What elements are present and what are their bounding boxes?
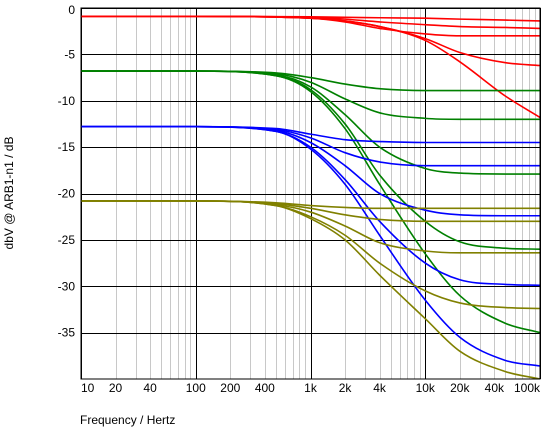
x-axis-label: Frequency / Hertz <box>80 413 175 427</box>
y-tick-label: -10 <box>58 94 76 108</box>
y-tick-label: -30 <box>58 279 76 293</box>
x-tick-label: 40k <box>485 381 505 395</box>
y-tick-label: -5 <box>64 47 75 61</box>
series-layer <box>81 15 540 379</box>
x-tick-label: 20k <box>450 381 470 395</box>
minor-grid <box>116 8 536 379</box>
x-tick-label: 100k <box>514 381 541 395</box>
series-line-green-5 <box>81 70 540 334</box>
x-tick-label: 400 <box>255 381 275 395</box>
x-tick-label: 40 <box>143 381 157 395</box>
series-line-blue-5 <box>81 125 540 367</box>
y-tick-labels: 0 -5 -10 -15 -20 -25 -30 -35 <box>58 3 76 340</box>
series-line-olive-5 <box>81 200 540 379</box>
plot-frame <box>80 7 541 380</box>
y-tick-label: 0 <box>68 3 75 17</box>
x-tick-label: 10k <box>416 381 436 395</box>
x-tick-label: 20 <box>109 381 123 395</box>
x-tick-label: 100 <box>186 381 206 395</box>
series-line-red-5 <box>81 15 540 119</box>
x-tick-labels: 10 20 40 100 200 400 1k 2k 4k 10k 20k 40k 100k <box>81 381 541 395</box>
x-tick-label: 10 <box>81 381 95 395</box>
x-tick-label: 1k <box>304 381 318 395</box>
y-axis-label: dbV @ ARB1-n1 / dB <box>2 137 16 250</box>
x-tick-label: 2k <box>339 381 353 395</box>
plot-area <box>81 8 540 379</box>
x-tick-label: 4k <box>373 381 387 395</box>
y-tick-label: -35 <box>58 326 76 340</box>
y-tick-label: -15 <box>58 140 76 154</box>
x-tick-label: 200 <box>220 381 240 395</box>
y-tick-label: -25 <box>58 233 76 247</box>
y-tick-label: -20 <box>58 187 76 201</box>
